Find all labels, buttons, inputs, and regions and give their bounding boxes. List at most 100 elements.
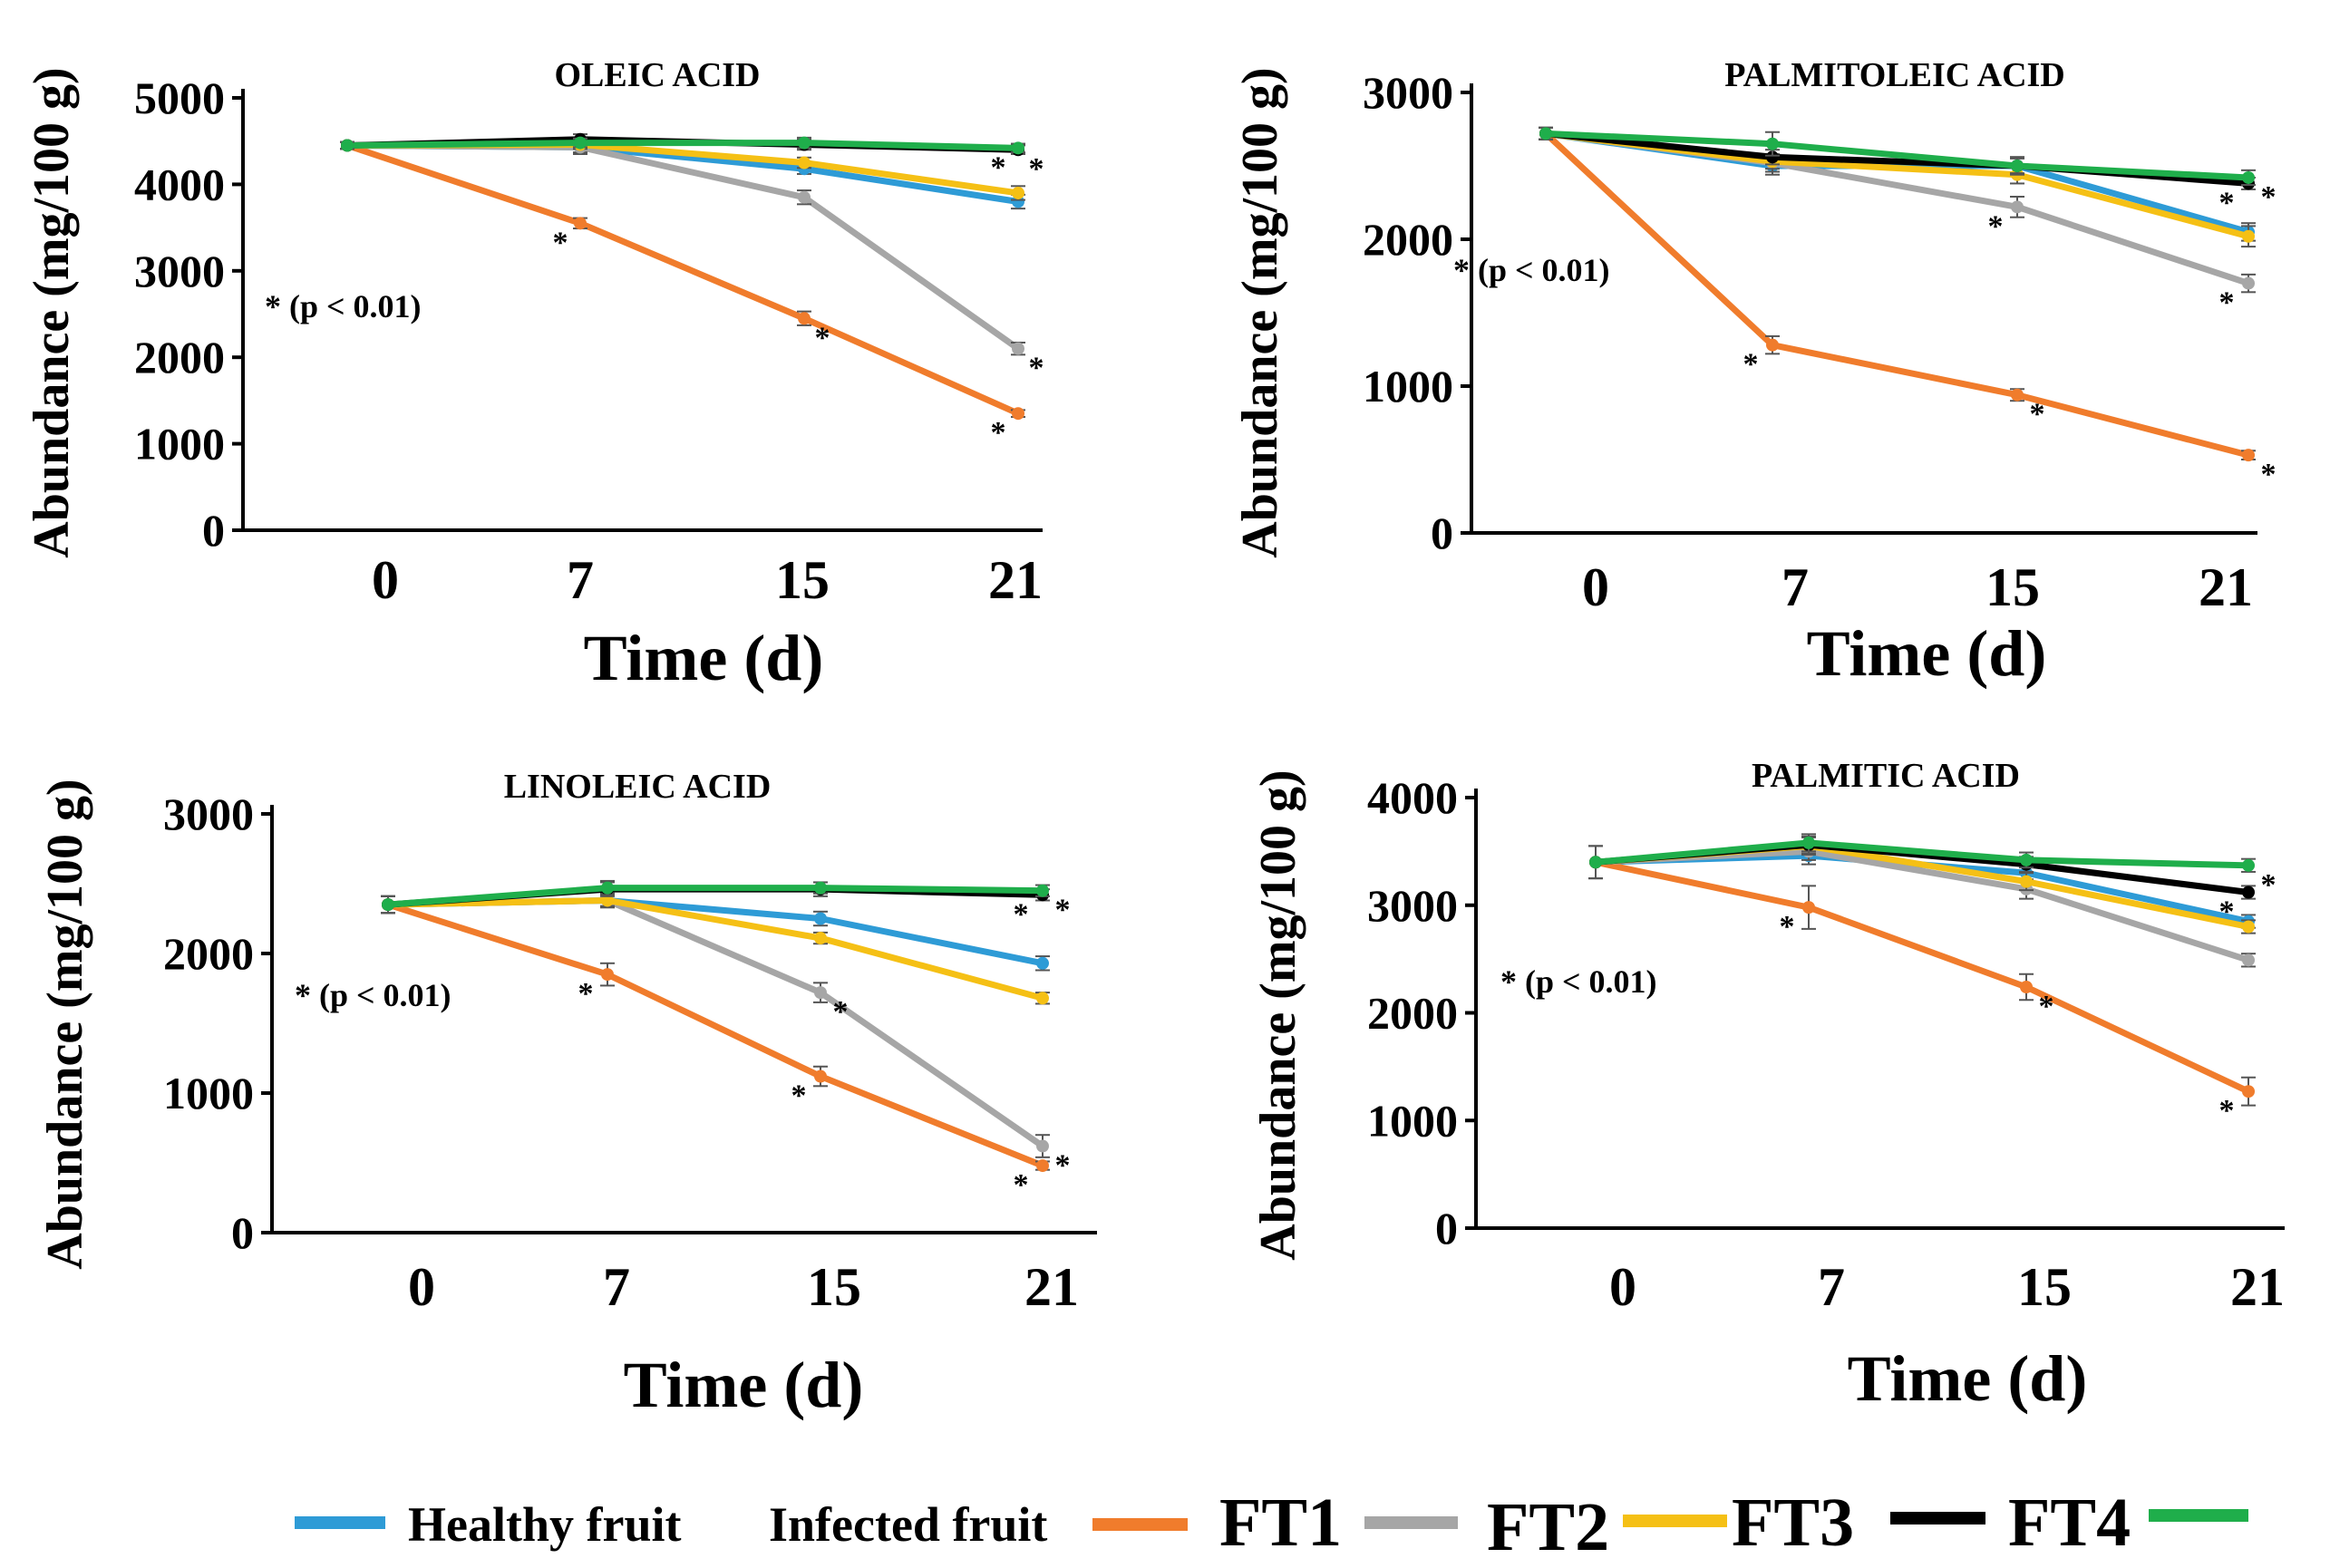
data-point: [1036, 992, 1049, 1005]
significance-star: *: [2261, 458, 2277, 491]
y-axis-title: Abundance (mg/100 g): [1250, 769, 1306, 1260]
significance-star: *: [1988, 209, 2004, 243]
series-line-infected-fruit: [1595, 858, 2250, 1095]
significance-note: * (p < 0.01): [265, 288, 422, 324]
data-point: [2242, 886, 2255, 899]
data-point: [574, 136, 587, 150]
x-tick-label: 0: [1609, 1257, 1636, 1317]
significance-star: *: [1014, 1168, 1029, 1202]
data-point: [1802, 901, 1815, 915]
y-tick-label: 2000: [1367, 988, 1458, 1039]
x-axis-title: Time (d): [1848, 1342, 2088, 1415]
series-line-infected-fruit: [1543, 131, 2249, 459]
data-point: [814, 912, 827, 925]
y-tick-label: 3000: [1367, 880, 1458, 931]
significance-star: *: [2261, 868, 2277, 902]
significance-note: * (p < 0.01): [295, 977, 451, 1013]
data-point: [1036, 884, 1049, 897]
legend-label-healthy-fruit: Healthy fruit: [408, 1497, 681, 1552]
series-line-infected-fruit: [345, 142, 1020, 417]
y-tick-label: 0: [202, 505, 225, 556]
x-tick-label: 7: [1781, 557, 1809, 617]
significance-star: *: [2219, 1094, 2235, 1128]
series-ft4: [1588, 833, 2256, 880]
data-point: [2011, 160, 2024, 172]
significance-star: *: [553, 226, 568, 259]
data-point: [2242, 953, 2255, 967]
data-point: [601, 881, 614, 895]
data-point: [2242, 858, 2255, 872]
data-point: [2242, 449, 2255, 462]
series-line-ft4: [346, 140, 1019, 151]
data-point: [2011, 388, 2024, 402]
y-tick-label: 1000: [163, 1068, 254, 1118]
significance-note: * (p < 0.01): [1453, 252, 1610, 288]
data-point: [814, 986, 827, 1000]
data-point: [814, 881, 827, 895]
chart-panels: OLEIC ACID 5000 4000 3000 2000 1000 0 0 7 15 21 Tim…: [24, 56, 2285, 1421]
significance-star: *: [2261, 180, 2277, 214]
series-line-ft4: [1595, 839, 2249, 869]
data-point: [1766, 150, 1779, 164]
legend-label-ft2: FT2: [1487, 1489, 1609, 1565]
y-tick-label: 0: [1435, 1203, 1458, 1253]
y-tick-label: 2000: [134, 332, 225, 382]
data-point: [1766, 137, 1779, 150]
significance-star: *: [1029, 352, 1044, 385]
chart-title: OLEIC ACID: [555, 56, 761, 94]
significance-star: *: [1743, 348, 1759, 382]
x-tick-label: 15: [775, 550, 830, 610]
y-axis-title: Abundance (mg/100 g): [1232, 67, 1288, 557]
x-tick-label: 7: [603, 1257, 630, 1317]
data-point: [798, 190, 811, 204]
x-tick-label: 0: [1582, 557, 1609, 617]
significance-star: *: [2039, 990, 2054, 1023]
data-point: [2020, 875, 2033, 888]
significance-star: *: [833, 995, 849, 1029]
data-point: [798, 156, 811, 169]
y-tick-label: 4000: [134, 159, 225, 209]
y-tick-label: 2000: [1363, 214, 1453, 265]
x-tick-label: 15: [807, 1257, 861, 1317]
y-tick-label: 1000: [1367, 1095, 1458, 1146]
data-point: [2242, 1085, 2255, 1099]
significance-star: *: [1055, 1149, 1071, 1183]
data-point: [1012, 407, 1024, 421]
chart-title: PALMITOLEIC ACID: [1724, 56, 2065, 94]
legend-label-ft4: FT4: [2008, 1485, 2131, 1561]
y-tick-label: 1000: [134, 419, 225, 469]
x-tick-label: 0: [408, 1257, 435, 1317]
data-point: [1012, 342, 1024, 355]
x-axis-title: Time (d): [584, 622, 824, 694]
x-tick-label: 7: [1818, 1257, 1845, 1317]
data-point: [2011, 200, 2024, 214]
x-tick-label: 21: [2230, 1257, 2285, 1317]
series-ft4: [340, 136, 1025, 155]
legend-label-infected-fruit: Infected fruit: [769, 1497, 1047, 1552]
data-point: [1036, 1139, 1049, 1153]
series-line-ft4: [1545, 130, 2249, 181]
data-point: [1589, 856, 1602, 869]
y-tick-label: 5000: [134, 73, 225, 123]
significance-star: *: [2030, 398, 2045, 431]
significance-note: * (p < 0.01): [1500, 963, 1657, 1000]
data-point: [1036, 1159, 1049, 1173]
legend-label-ft1: FT1: [1219, 1485, 1342, 1561]
series-line-healthy-fruit: [387, 896, 1044, 967]
y-tick-label: 2000: [163, 928, 254, 979]
significance-star: *: [1014, 897, 1029, 931]
data-point: [2242, 229, 2255, 243]
series-ft1: [340, 139, 1025, 356]
panel-palmitoleic-acid: PALMITOLEIC ACID 3000 2000 1000 0 0 7 15 21 Time …: [1232, 56, 2277, 690]
x-tick-label: 0: [372, 550, 399, 610]
x-axis-title: Time (d): [624, 1349, 864, 1421]
data-point: [1766, 338, 1779, 352]
data-point: [2242, 170, 2255, 184]
y-tick-label: 0: [1431, 508, 1453, 558]
y-tick-label: 3000: [134, 246, 225, 296]
data-point: [1539, 127, 1552, 140]
significance-star: *: [2219, 895, 2235, 929]
significance-star: *: [791, 1079, 807, 1113]
data-point: [2020, 981, 2033, 993]
